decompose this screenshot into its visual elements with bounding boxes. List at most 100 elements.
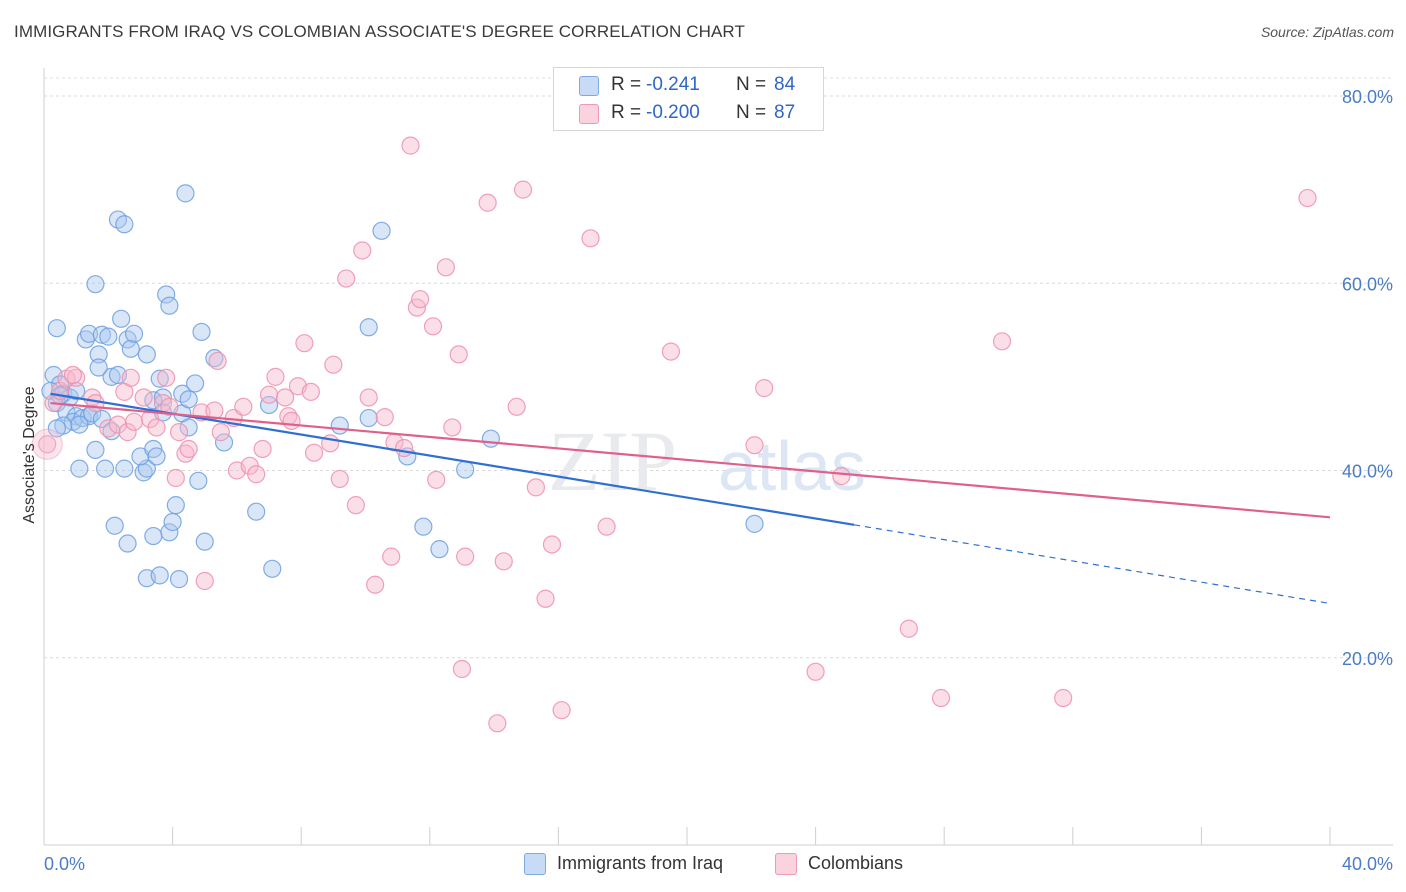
- iraq-point-75: [372, 221, 391, 240]
- colombians-point-35: [259, 385, 279, 404]
- iraq-point-79: [456, 460, 475, 479]
- iraq-point-80: [481, 429, 500, 448]
- iraq-point-63: [163, 512, 182, 532]
- colombians-point-79: [755, 379, 774, 398]
- iraq-point-55: [176, 184, 195, 203]
- colombians-point-25: [195, 571, 214, 591]
- iraq-point-36: [115, 459, 134, 478]
- iraq-point-16: [92, 409, 111, 429]
- colombians-point-11: [118, 423, 137, 442]
- n-value: 87: [774, 102, 796, 123]
- colombians-point-56: [401, 136, 420, 155]
- iraq-point-50: [179, 390, 198, 409]
- iraq-point-26: [92, 325, 111, 344]
- colombians-point-53: [382, 547, 401, 566]
- iraq-point-81: [745, 514, 764, 533]
- colombians-point-42: [301, 382, 320, 401]
- colombians-point-12: [121, 368, 140, 387]
- colombians-point-80: [806, 662, 825, 681]
- legend-swatch-iraq: [579, 76, 599, 96]
- y-tick-label: 20.0%: [1342, 649, 1393, 669]
- colombians-point-43: [304, 443, 324, 462]
- y-axis-label: Associate's Degree: [21, 386, 38, 523]
- colombians-point-cluster: [31, 428, 63, 460]
- colombians-point-49: [353, 241, 372, 260]
- colombians-point-61: [436, 258, 455, 277]
- colombians-point-83: [931, 688, 951, 708]
- legend-swatch-colombians: [579, 104, 599, 124]
- legend-swatch-colombians: [775, 853, 797, 875]
- colombians-point-31: [234, 397, 253, 416]
- colombians-point-41: [295, 334, 314, 353]
- legend-label-iraq: Immigrants from Iraq: [557, 853, 724, 873]
- colombians-point-67: [494, 552, 513, 571]
- colombians-point-72: [536, 589, 555, 608]
- iraq-point-52: [160, 296, 179, 315]
- trend-lines: [50, 392, 1331, 605]
- iraq-point-47: [179, 418, 198, 437]
- legend-stats: R = -0.241 N = 84 R = -0.200 N = 87: [553, 67, 824, 131]
- chart-title: IMMIGRANTS FROM IRAQ VS COLOMBIAN ASSOCI…: [14, 22, 745, 41]
- colombians-point-59: [423, 317, 443, 336]
- iraq-point-17: [102, 422, 121, 441]
- iraq-point-60: [150, 566, 169, 585]
- iraq-point-77: [414, 517, 433, 536]
- colombians-point-65: [452, 659, 472, 679]
- colombians-point-55: [394, 438, 414, 458]
- watermark-atlas: atlas: [718, 427, 866, 505]
- iraq-point-72: [330, 416, 349, 435]
- x-tick-label: 0.0%: [44, 854, 85, 874]
- iraq-point-20: [95, 459, 115, 478]
- colombians-point-16: [147, 418, 166, 437]
- colombians-point-63: [449, 345, 468, 364]
- iraq-point-57: [115, 215, 134, 234]
- colombians-point-82: [899, 619, 918, 638]
- colombians-point-50: [359, 388, 378, 407]
- colombians-point-14: [134, 388, 153, 407]
- colombians-point-36: [266, 367, 285, 386]
- y-tick-label: 40.0%: [1342, 462, 1393, 482]
- iraq-point-27: [99, 327, 118, 346]
- x-tick-label: 40.0%: [1342, 854, 1393, 874]
- iraq-point-49: [186, 374, 205, 393]
- colombians-point-19: [160, 397, 179, 416]
- series-iraq-points: [41, 184, 764, 589]
- iraq-point-73: [359, 408, 378, 428]
- legend-label-colombians: Colombians: [808, 853, 904, 873]
- y-tick-label: 60.0%: [1342, 274, 1393, 294]
- colombians-point-52: [375, 408, 394, 427]
- iraq-point-44: [150, 369, 169, 388]
- iraq-point-28: [112, 309, 131, 328]
- colombians-point-8: [99, 419, 118, 438]
- legend-swatch-iraq: [524, 853, 546, 875]
- n-value: 84: [774, 74, 796, 95]
- colombians-point-28: [211, 423, 230, 442]
- colombians-point-68: [488, 714, 507, 733]
- colombians-point-39: [282, 411, 301, 430]
- iraq-point-66: [195, 532, 214, 551]
- n-label: N =: [736, 74, 767, 95]
- colombians-point-58: [411, 290, 430, 309]
- iraq-point-58: [86, 275, 105, 294]
- iraq-point-74: [359, 318, 378, 337]
- colombians-point-34: [253, 439, 272, 459]
- colombians-point-81: [832, 467, 851, 486]
- iraq-point-15: [83, 404, 102, 423]
- trendline-iraq-extrapolated: [854, 524, 1331, 605]
- r-label: R =: [611, 74, 642, 95]
- colombians-point-48: [346, 496, 365, 515]
- legend-series: Immigrants from Iraq Colombians: [0, 852, 1406, 878]
- colombians-point-64: [456, 547, 475, 566]
- iraq-point-65: [189, 471, 208, 490]
- iraq-point-33: [89, 358, 108, 377]
- colombians-point-74: [552, 701, 571, 720]
- source-label: Source: ZipAtlas.com: [1260, 24, 1394, 40]
- y-tick-label: 80.0%: [1342, 87, 1393, 107]
- iraq-point-24: [89, 345, 108, 364]
- iraq-point-71: [259, 395, 279, 415]
- grid-lines: [44, 77, 1393, 659]
- iraq-point-54: [205, 349, 224, 368]
- iraq-point-21: [102, 367, 121, 386]
- colombians-point-5: [63, 365, 83, 385]
